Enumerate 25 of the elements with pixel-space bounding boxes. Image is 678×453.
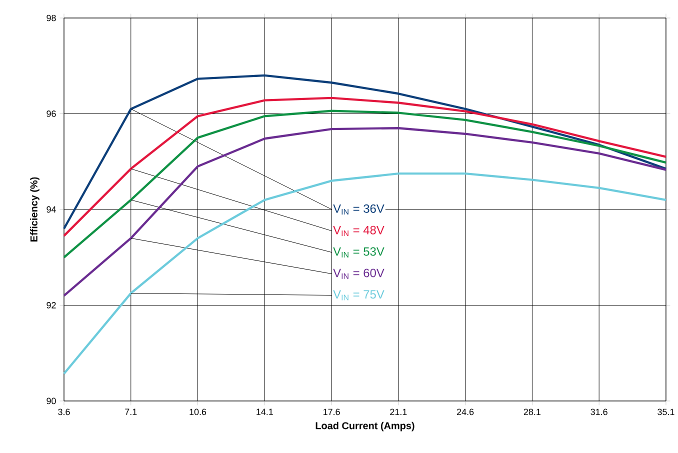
x-tick-label: 10.6 bbox=[190, 408, 206, 416]
x-tick-label: 7.1 bbox=[125, 408, 137, 415]
x-tick-label: 3.6 bbox=[58, 408, 70, 416]
x-tick-label: 24.6 bbox=[457, 408, 474, 416]
y-tick-label: 92 bbox=[46, 302, 56, 308]
y-tick-label: 98 bbox=[46, 14, 56, 22]
x-tick-label: 31.6 bbox=[590, 408, 608, 416]
y-tick-label: 90 bbox=[46, 398, 56, 404]
y-axis-title: Efficiency (%) bbox=[30, 177, 40, 242]
x-axis-title: Load Current (Amps) bbox=[316, 422, 414, 432]
text: V$_{IN}$ = 75V bbox=[333, 290, 384, 300]
text: V$_{IN}$ = 53V bbox=[333, 247, 384, 258]
y-tick-label: 96 bbox=[46, 110, 56, 117]
x-tick-label: 21.1 bbox=[390, 408, 407, 416]
x-tick-label: 14.1 bbox=[256, 408, 273, 415]
text: V$_{IN}$ = 60V bbox=[333, 268, 384, 279]
line-series bbox=[62, 172, 668, 375]
text: V$_{IN}$ = 36V bbox=[333, 204, 384, 215]
line-series bbox=[62, 110, 668, 258]
text: V$_{IN}$ = 48V bbox=[333, 226, 384, 236]
x-tick-label: 35.1 bbox=[658, 408, 674, 416]
x-tick-label: 17.6 bbox=[324, 408, 340, 416]
x-tick-label: 28.1 bbox=[524, 408, 540, 416]
y-tick-label: 94 bbox=[46, 206, 56, 213]
line-series bbox=[62, 96, 668, 237]
